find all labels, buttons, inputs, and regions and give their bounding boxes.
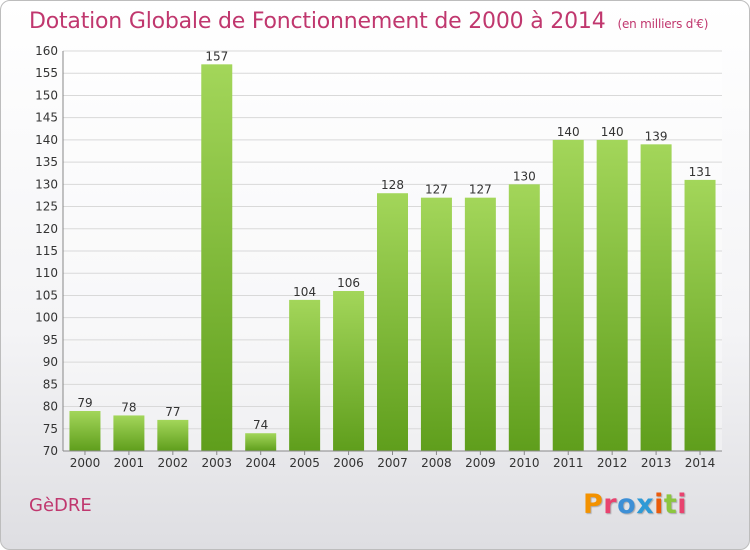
data-label: 128: [381, 178, 404, 192]
bar-2001: [113, 415, 145, 451]
y-tick-label: 130: [35, 177, 58, 191]
y-tick-label: 140: [35, 133, 58, 147]
y-tick-label: 70: [43, 444, 58, 458]
y-tick-label: 110: [35, 266, 58, 280]
logo-letter: P: [583, 489, 604, 520]
bar-2007: [377, 193, 408, 451]
bar-2000: [69, 411, 101, 451]
x-tick-label: 2005: [289, 456, 320, 470]
y-tick-label: 115: [35, 244, 58, 258]
y-tick-label: 155: [35, 66, 58, 80]
proxiti-logo[interactable]: Proxiti: [583, 489, 687, 520]
logo-letter: o: [617, 489, 637, 520]
data-label: 106: [337, 276, 360, 290]
x-tick-label: 2002: [158, 456, 189, 470]
data-label: 157: [205, 49, 228, 63]
data-label: 127: [469, 183, 492, 197]
x-tick-label: 2007: [377, 456, 408, 470]
data-label: 79: [77, 396, 92, 410]
x-tick-label: 2004: [245, 456, 276, 470]
x-tick-label: 2010: [509, 456, 540, 470]
data-label: 139: [645, 129, 668, 143]
bar-2005: [289, 299, 321, 451]
bar-2004: [245, 433, 277, 451]
commune-name: GèDRE: [29, 495, 92, 516]
y-tick-label: 145: [35, 111, 58, 125]
data-label: 78: [121, 400, 136, 414]
y-tick-label: 75: [43, 422, 58, 436]
x-tick-label: 2000: [70, 456, 101, 470]
y-tick-label: 120: [35, 222, 58, 236]
y-tick-label: 95: [43, 333, 58, 347]
y-tick-label: 160: [35, 44, 58, 58]
y-tick-label: 150: [35, 88, 58, 102]
x-tick-label: 2008: [421, 456, 452, 470]
logo-letter: i: [677, 489, 688, 520]
logo-letter: t: [663, 489, 678, 520]
y-tick-label: 105: [35, 288, 58, 302]
bar-2006: [333, 291, 365, 451]
bar-2010: [508, 184, 540, 452]
chart-title: Dotation Globale de Fonctionnement de 20…: [29, 9, 708, 34]
data-label: 140: [601, 125, 624, 139]
logo-letter: r: [603, 489, 618, 520]
bar-2003: [201, 64, 233, 452]
data-label: 127: [425, 183, 448, 197]
y-axis: 70 75 80 85 90 95 100 105 110 115 120 125 130 135 140 1…: [35, 44, 64, 458]
y-tick-label: 100: [35, 311, 58, 325]
y-tick-label: 135: [35, 155, 58, 169]
logo-letter: i: [654, 489, 664, 520]
chart-title-text: Dotation Globale de Fonctionnement de 20…: [29, 9, 606, 34]
x-axis: 2000 2001 2002 2003 2004 2005 2006 2007 2008 2009…: [63, 450, 722, 470]
x-tick-label: 2014: [685, 456, 716, 470]
bar-2014: [684, 179, 716, 451]
logo-letter: x: [636, 489, 655, 520]
y-tick-label: 80: [43, 400, 58, 414]
y-tick-label: 125: [35, 200, 58, 214]
data-label: 104: [293, 285, 316, 299]
bars: 79 78 77 157 74 104 106 128 127 127 130 140 140 139 13…: [69, 49, 716, 452]
x-tick-label: 2009: [465, 456, 496, 470]
bar-2012: [596, 139, 628, 451]
bar-2011: [552, 139, 584, 451]
x-tick-label: 2001: [114, 456, 145, 470]
x-tick-label: 2003: [201, 456, 232, 470]
x-tick-label: 2013: [641, 456, 672, 470]
data-label: 131: [689, 165, 712, 179]
bar-2009: [464, 197, 496, 451]
bar-2013: [640, 144, 672, 452]
x-tick-label: 2012: [597, 456, 628, 470]
bar-2002: [157, 419, 189, 451]
data-label: 130: [513, 169, 536, 183]
bar-2008: [420, 197, 452, 451]
x-tick-label: 2011: [553, 456, 584, 470]
y-tick-label: 85: [43, 377, 58, 391]
data-label: 77: [165, 405, 180, 419]
data-label: 74: [253, 418, 268, 432]
x-tick-label: 2006: [333, 456, 364, 470]
chart-subtitle: (en milliers d'€): [617, 17, 709, 31]
y-tick-label: 90: [43, 355, 58, 369]
data-label: 140: [557, 125, 580, 139]
